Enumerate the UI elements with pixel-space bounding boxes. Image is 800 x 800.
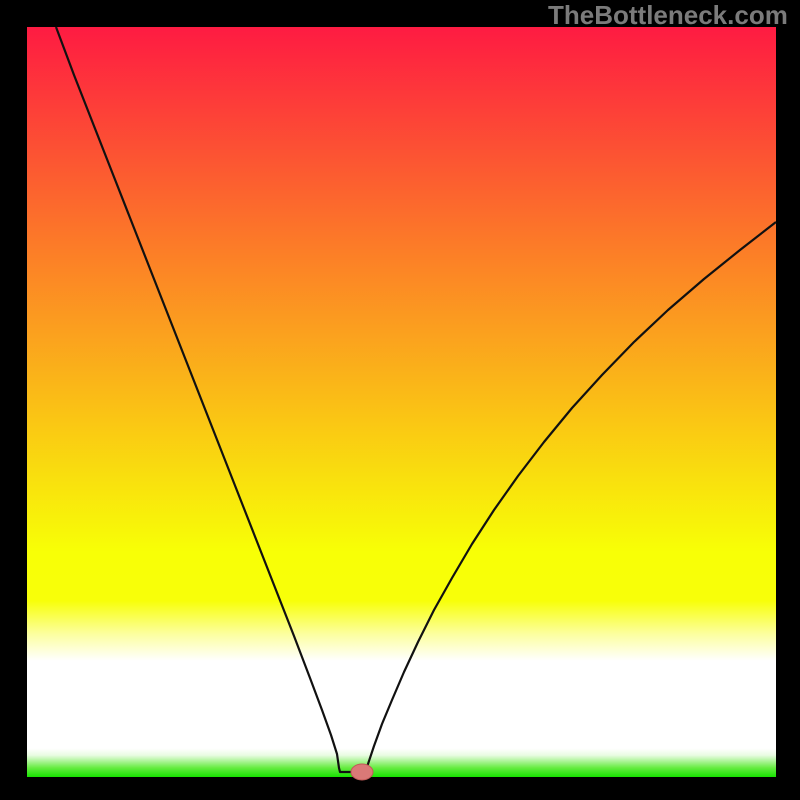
chart-container: TheBottleneck.com xyxy=(0,0,800,800)
optimal-point-marker xyxy=(351,764,373,780)
watermark-text: TheBottleneck.com xyxy=(548,0,788,31)
plot-background xyxy=(27,27,776,777)
chart-svg xyxy=(0,0,800,800)
